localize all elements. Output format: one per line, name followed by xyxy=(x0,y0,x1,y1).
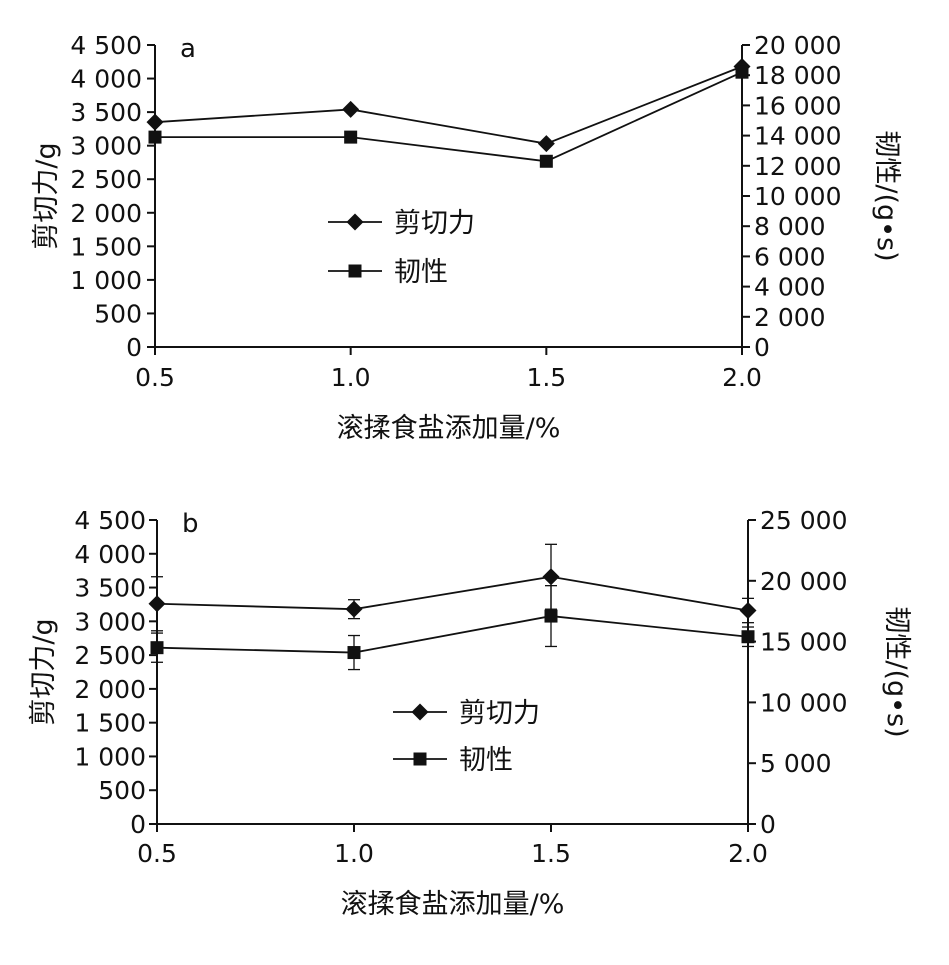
y-left-tick-label: 4 500 xyxy=(70,31,142,60)
series-line-square xyxy=(156,615,749,654)
data-point-square xyxy=(539,154,553,168)
y-right-tick-label: 18 000 xyxy=(754,61,841,90)
y-left-tick-label: 500 xyxy=(94,299,142,328)
data-point-diamond xyxy=(739,602,757,620)
data-point-square xyxy=(544,609,558,623)
data-point-diamond xyxy=(542,568,560,586)
y-left-tick-label: 1 000 xyxy=(70,266,142,295)
y-right-tick-label: 2 000 xyxy=(754,303,826,332)
y-left-tick-label: 3 500 xyxy=(70,98,142,127)
series-line-diamond xyxy=(156,575,749,612)
data-point-square xyxy=(150,641,164,655)
y-right-tick-label: 16 000 xyxy=(754,91,841,120)
y-left-tick-label: 1 500 xyxy=(70,232,142,261)
data-point-diamond xyxy=(345,600,363,618)
x-tick-label: 2.0 xyxy=(728,839,768,868)
legend-marker-square xyxy=(348,264,362,278)
x-axis-title: 滚揉食盐添加量/% xyxy=(341,889,565,920)
data-point-diamond xyxy=(146,113,164,131)
panel-label: b xyxy=(182,509,199,539)
data-point-square xyxy=(344,130,358,144)
legend-label: 韧性 xyxy=(394,257,448,288)
y-left-tick-label: 2 000 xyxy=(70,199,142,228)
legend-label: 韧性 xyxy=(459,745,513,776)
data-point-square xyxy=(735,65,749,79)
y-left-tick-label: 1 500 xyxy=(74,709,146,738)
y-left-tick-label: 3 500 xyxy=(74,574,146,603)
y-right-tick-label: 20 000 xyxy=(760,567,847,596)
y-left-tick-label: 2 000 xyxy=(74,675,146,704)
y-axis-title-left: 剪切力/g xyxy=(28,618,59,725)
series-line-diamond xyxy=(154,65,743,145)
y-left-tick-label: 1 000 xyxy=(74,742,146,771)
y-left-tick-label: 500 xyxy=(98,776,146,805)
y-right-tick-label: 14 000 xyxy=(754,122,841,151)
y-left-tick-label: 2 500 xyxy=(74,641,146,670)
panel-label: a xyxy=(180,34,196,64)
data-point-diamond xyxy=(342,100,360,118)
y-left-tick-label: 3 000 xyxy=(70,132,142,161)
y-left-tick-label: 4 000 xyxy=(74,540,146,569)
y-left-tick-label: 2 500 xyxy=(70,165,142,194)
y-right-tick-label: 25 000 xyxy=(760,506,847,535)
x-tick-label: 1.5 xyxy=(526,363,566,392)
data-point-square xyxy=(148,130,162,144)
y-left-tick-label: 0 xyxy=(130,810,146,839)
legend-marker-diamond xyxy=(346,213,364,231)
x-axis-title: 滚揉食盐添加量/% xyxy=(337,413,561,444)
x-tick-label: 2.0 xyxy=(722,363,762,392)
data-point-diamond xyxy=(537,135,555,153)
data-point-diamond xyxy=(148,595,166,613)
y-axis-title-left: 剪切力/g xyxy=(31,142,62,249)
series-line-square xyxy=(155,71,743,163)
x-tick-label: 0.5 xyxy=(137,839,177,868)
y-right-tick-label: 5 000 xyxy=(760,749,832,778)
y-left-tick-label: 3 000 xyxy=(74,607,146,636)
y-right-tick-label: 10 000 xyxy=(754,182,841,211)
chart-panel-b: 0 500 1 000 1 500 2 000 2 500 3 000 3 500 4 000 4… xyxy=(28,506,912,920)
y-left-tick-label: 4 500 xyxy=(74,506,146,535)
y-left-tick-label: 0 xyxy=(126,333,142,362)
x-tick-label: 1.5 xyxy=(531,839,571,868)
y-right-tick-label: 0 xyxy=(754,333,770,362)
legend-label: 剪切力 xyxy=(394,208,475,239)
legend-marker-diamond xyxy=(411,703,429,721)
x-tick-label: 1.0 xyxy=(331,363,371,392)
y-right-tick-label: 12 000 xyxy=(754,152,841,181)
data-point-square xyxy=(741,630,755,644)
x-tick-label: 0.5 xyxy=(135,363,175,392)
y-right-tick-label: 4 000 xyxy=(754,273,826,302)
y-right-tick-label: 20 000 xyxy=(754,31,841,60)
y-left-tick-label: 4 000 xyxy=(70,65,142,94)
y-axis-title-right: 韧性/(g•s) xyxy=(871,130,902,261)
legend-marker-square xyxy=(413,752,427,766)
chart-panel-a: 0 500 1 000 1 500 2 000 2 500 3 000 3 500 4 000 4… xyxy=(31,31,902,444)
data-point-square xyxy=(347,646,361,660)
y-right-tick-label: 8 000 xyxy=(754,212,826,241)
x-tick-label: 1.0 xyxy=(334,839,374,868)
y-right-tick-label: 10 000 xyxy=(760,688,847,717)
y-right-tick-label: 6 000 xyxy=(754,242,826,271)
y-axis-title-right: 韧性/(g•s) xyxy=(881,606,912,737)
legend-label: 剪切力 xyxy=(459,698,540,729)
y-right-tick-label: 0 xyxy=(760,810,776,839)
y-right-tick-label: 15 000 xyxy=(760,628,847,657)
